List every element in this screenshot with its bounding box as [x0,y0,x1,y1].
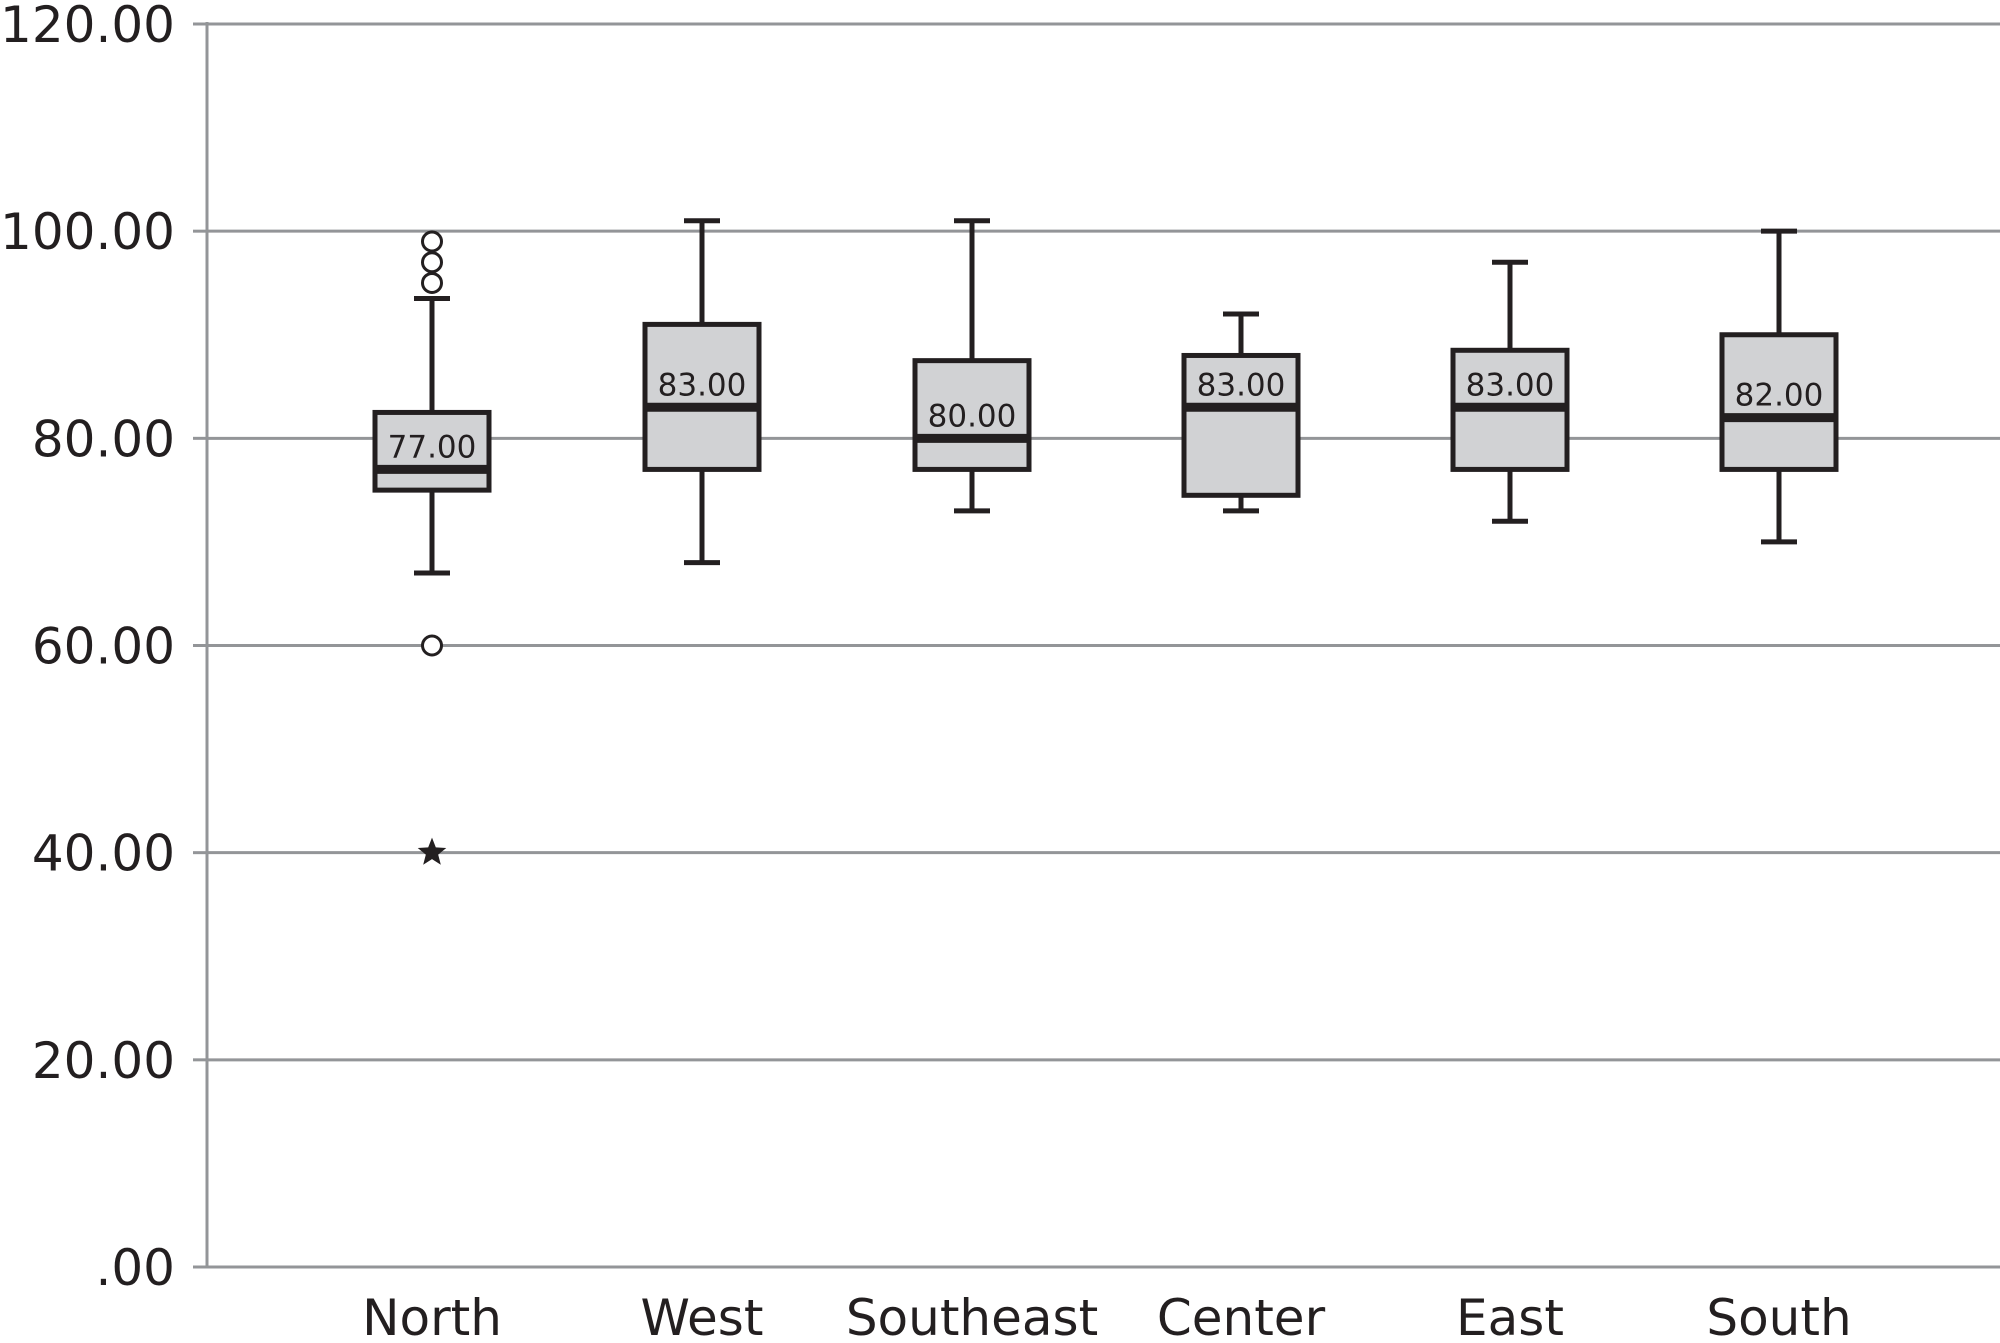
box-group-west: 83.00 [642,218,762,566]
median-label: 83.00 [1197,367,1286,403]
outlier-marker [421,251,443,274]
grid-layer [207,22,2000,1062]
median-label: 80.00 [928,398,1017,434]
x-category-label: Center [1157,1289,1326,1339]
y-tick-label: 60.00 [32,618,175,676]
y-tick-label: 20.00 [32,1032,175,1090]
x-category-label: East [1456,1289,1564,1339]
y-tick-label: .00 [95,1239,175,1297]
box-iqr [1719,332,1839,472]
x-category-label: West [641,1289,764,1339]
extreme-star-marker [417,837,447,865]
box-iqr [642,321,762,472]
x-category-label: Southeast [846,1289,1098,1339]
label-layer: .00 20.00 40.00 60.00 80.00 100.00 120.00 North… [0,0,1852,1343]
x-category-label: South [1706,1289,1851,1339]
axis-layer [193,22,2000,1269]
outlier-marker [421,634,443,657]
median-label: 77.00 [388,429,477,465]
box-iqr [1181,352,1301,498]
box-layer: 77.00 83.00 80.00 83.00 83.00 82.00 [372,218,1839,865]
y-tick-label: 80.00 [32,410,175,468]
box-group-southeast: 80.00 [912,218,1032,514]
median-label: 83.00 [658,367,747,403]
median-label: 83.00 [1466,367,1555,403]
box-group-center: 83.00 [1181,311,1301,514]
box-group-north: 77.00 [372,230,492,865]
box-group-south: 82.00 [1719,228,1839,545]
box-iqr [372,409,492,493]
box-iqr [912,358,1032,472]
box-group-east: 83.00 [1450,259,1570,524]
outlier-marker [421,271,443,294]
outlier-marker [421,230,443,253]
y-tick-label: 120.00 [0,0,175,54]
y-tick-label: 100.00 [0,203,175,261]
x-category-label: North [362,1289,502,1339]
median-label: 82.00 [1735,378,1824,414]
y-tick-label: 40.00 [32,825,175,883]
